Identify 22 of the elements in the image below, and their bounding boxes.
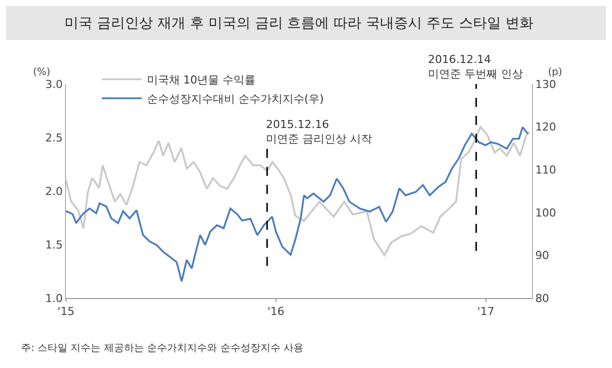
y2-axis-title: (p)	[548, 67, 562, 78]
y2-tick-label: 110	[535, 163, 556, 176]
x-tick-label: '17	[477, 305, 494, 318]
legend-label: 미국채 10년물 수익률	[146, 74, 256, 87]
y2-tick-label: 130	[535, 78, 556, 91]
y2-tick-label: 80	[535, 292, 550, 305]
x-tick-label: '16	[267, 305, 284, 318]
y-tick-label: 2.5	[45, 131, 63, 144]
legend-label: 순수성장지수대비 순수가치지수(우)	[146, 92, 324, 106]
text: 주: 스타일 지수는 제공하는 순수가치지수와 순수성장지수 사용	[21, 343, 304, 354]
y2-tick-label: 90	[535, 249, 550, 262]
y-tick-label: 1.5	[45, 238, 63, 252]
y2-tick-label: 100	[535, 206, 556, 220]
y-axis-title: (%)	[33, 67, 50, 78]
chart-title: 미국 금리인상 재개 후 미국의 금리 흐름에 따라 국내증시 주도 스타일 변화	[64, 16, 534, 32]
ref-line-label: 2016.12.14 미연준 두번째 인상	[428, 53, 523, 80]
ref-line-label: 2015.12.16 미연준 금리인상 시작	[266, 118, 372, 146]
y2-tick-label: 120	[535, 120, 556, 134]
y-tick-label: 2.0	[45, 184, 63, 198]
y-tick-label: 3.0	[45, 78, 63, 91]
x-tick-label: '15	[57, 305, 75, 318]
y-tick-label: 1.0	[45, 292, 63, 305]
